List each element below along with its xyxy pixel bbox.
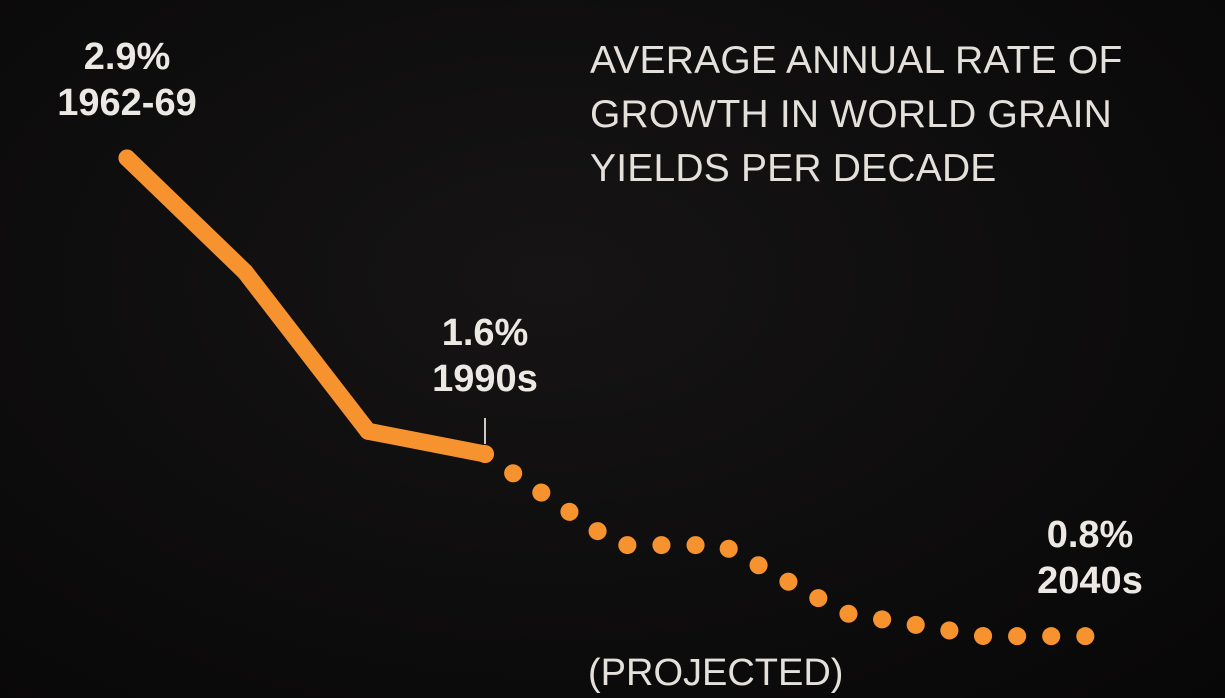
historical-series-line [118,149,494,463]
start-period-label: 1962-69 [57,82,197,124]
mid-callout: 1.6% 1990s [400,310,570,402]
historical-point-1962-69 [118,149,136,167]
projected-series-line [476,445,1097,646]
projected-label: (PROJECTED) [588,652,844,694]
historical-point-1970s [236,263,254,281]
start-callout: 2.9% 1962-69 [22,34,232,126]
end-callout: 0.8% 2040s [1005,512,1175,604]
historical-point-1980s [359,422,377,440]
mid-value-label: 1.6% [441,312,529,354]
mid-period-label: 1990s [432,358,538,400]
start-value-label: 2.9% [83,36,171,78]
end-value-label: 0.8% [1046,514,1134,556]
chart-title: AVERAGE ANNUAL RATE OF GROWTH IN WORLD G… [590,39,1123,190]
end-period-label: 2040s [1037,560,1143,602]
